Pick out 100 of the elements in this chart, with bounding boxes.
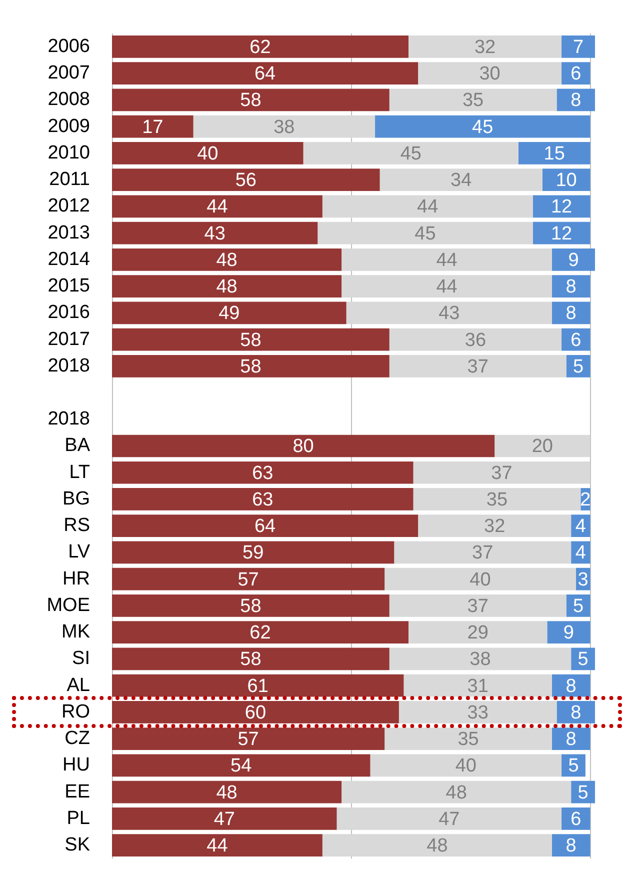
y-tick-label: 2015 [48,276,90,297]
data-label: 48 [426,836,448,857]
bar [112,195,322,218]
bar [112,834,322,856]
data-label: 58 [240,90,262,112]
bar [318,222,533,244]
data-label: 57 [238,729,259,750]
bar [193,115,376,138]
data-label: 8 [566,276,576,298]
bar [112,488,414,510]
data-label: 48 [446,782,467,804]
data-label: 37 [491,462,512,484]
data-label: 44 [206,836,228,857]
bar [112,461,414,484]
data-label: 58 [240,356,262,378]
data-label: 8 [566,303,576,324]
bar [112,701,399,724]
bar [342,780,572,804]
bar [413,488,581,510]
bar [112,568,385,590]
y-tick-label: BA [64,435,90,456]
bar [384,568,576,590]
data-label: 80 [292,436,314,458]
data-label: 40 [197,143,218,164]
bar [112,754,370,777]
bar [112,328,390,351]
y-tick-label: RS [64,515,90,536]
data-label: 44 [417,196,439,218]
bar [336,807,562,830]
data-label: 5 [572,596,584,617]
y-tick-label: BG [62,488,90,510]
data-label: 37 [472,542,494,564]
bar [112,594,390,617]
data-label: 44 [206,196,228,218]
data-label: 6 [570,808,582,830]
data-label: 38 [470,649,491,670]
bar [518,142,590,164]
y-tick-label: 2014 [48,248,90,270]
data-label: 32 [474,36,496,58]
data-label: 44 [436,276,458,298]
y-tick-label: 2017 [48,328,90,350]
data-label: 33 [467,702,488,724]
y-tick-label: AL [66,674,90,696]
bar [404,674,552,697]
data-label: 8 [570,90,582,112]
data-label: 45 [472,116,494,138]
bar [112,168,380,191]
data-label: 58 [240,596,262,617]
y-tick-label: HU [62,754,90,776]
data-label: 61 [247,676,268,697]
y-tick-label: 2012 [48,196,90,217]
y-tick-label: PL [66,808,90,829]
bar [562,36,595,58]
data-label: 5 [572,356,584,378]
bar [418,514,572,538]
bar [112,275,342,298]
data-label: 9 [568,250,579,271]
data-label: 38 [274,116,295,138]
data-label: 5 [578,782,588,804]
y-tick-label: MK [62,622,90,643]
bar [112,621,408,644]
bar [112,648,390,670]
data-label: 30 [479,64,500,85]
bar [342,275,552,298]
bar [322,834,552,856]
data-label: 64 [254,64,276,85]
data-label: 6 [570,330,582,351]
data-label: 8 [566,729,576,750]
data-label: 60 [244,702,266,724]
data-label: 12 [550,196,572,218]
bar [303,142,518,164]
data-label: 45 [414,223,436,244]
data-label: 2 [580,489,591,510]
bar [408,621,548,644]
bar [389,88,557,112]
bar [112,434,495,458]
bar [112,248,342,271]
y-tick-label: LT [69,462,90,483]
y-tick-label: MOE [46,594,90,616]
y-tick-label: CZ [64,728,90,750]
data-label: 7 [572,36,584,58]
bar [494,434,590,458]
data-label: 47 [214,808,235,830]
data-label: 47 [438,808,460,830]
y-tick-label: 2011 [49,169,90,190]
bar [112,514,418,538]
bar [547,621,590,644]
bar [380,168,542,191]
bar [552,248,595,271]
data-label: 56 [235,170,256,192]
data-label: 44 [436,250,458,271]
bar [556,701,595,724]
y-tick-label: 2007 [48,62,90,84]
data-label: 36 [464,330,486,351]
bar [112,541,394,564]
data-label: 15 [544,143,565,164]
data-label: 35 [486,489,508,510]
data-label: 37 [467,596,488,617]
data-label: 8 [566,676,576,697]
y-tick-label: EE [64,781,90,802]
